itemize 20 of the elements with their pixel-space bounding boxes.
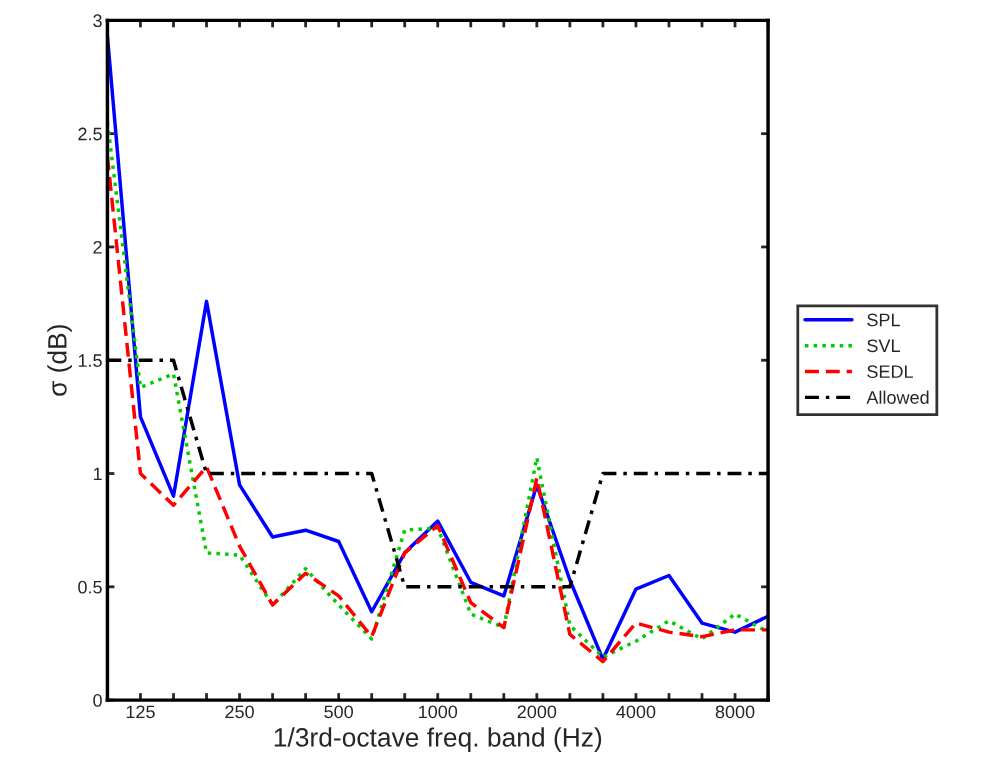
y-tick-label: 0.5 [78, 580, 102, 594]
y-tick-label: 2 [93, 240, 102, 254]
x-tick-label: 2000 [517, 705, 557, 719]
y-tick-label: 1 [93, 467, 102, 481]
y-tick-label: 2.5 [78, 127, 102, 141]
x-axis-title: 1/3rd-octave freq. band (Hz) [274, 727, 602, 752]
x-tick-label: 250 [225, 705, 254, 719]
y-tick-label: 1.5 [78, 354, 102, 367]
x-tick-label: 8000 [715, 705, 755, 719]
x-tick-label: 4000 [616, 705, 656, 719]
legend-label: SVL [867, 339, 900, 353]
legend-label: SEDL [867, 365, 913, 379]
legend-label: Allowed [866, 390, 929, 404]
x-tick-label: 500 [324, 705, 354, 719]
legend-label: SPL [867, 313, 900, 327]
y-axis-title: σ (dB) [47, 325, 72, 396]
x-tick-label: 125 [126, 705, 155, 719]
y-tick-label: 3 [93, 14, 102, 28]
x-tick-label: 1000 [419, 705, 458, 719]
y-tick-label: 0 [93, 694, 102, 707]
